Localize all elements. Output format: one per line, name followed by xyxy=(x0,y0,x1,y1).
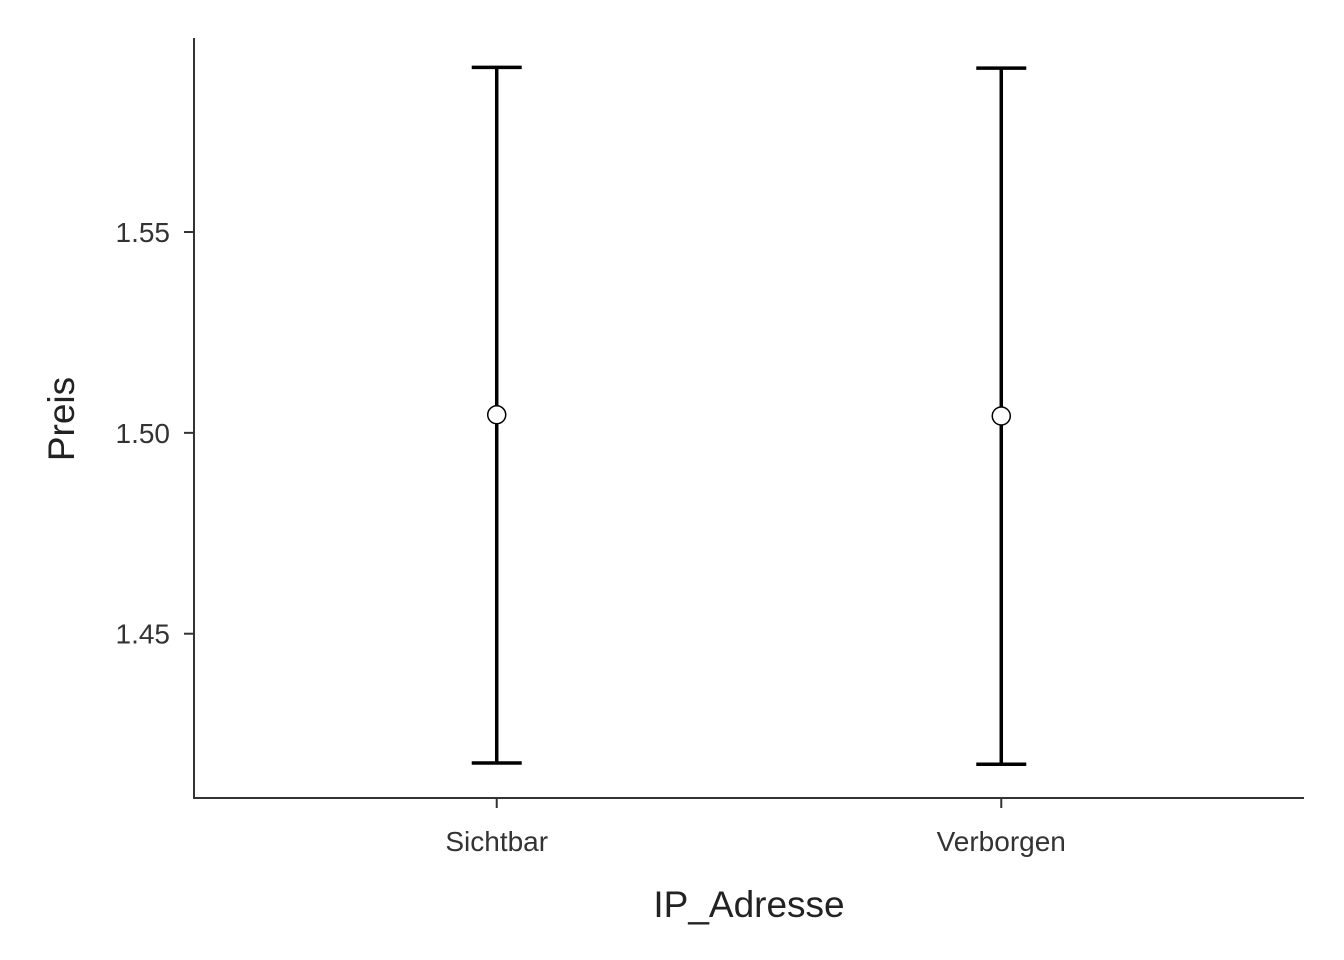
x-tick-label: Verborgen xyxy=(937,826,1066,857)
mean-point xyxy=(991,406,1012,426)
x-tick-label: Sichtbar xyxy=(445,826,548,857)
errorbar-verborgen xyxy=(976,66,1027,767)
y-tick-label: 1.45 xyxy=(116,619,171,650)
ticks-layer: 1.45 1.50 1.55 Sichtbar Verborgen xyxy=(116,217,1066,857)
axes-layer xyxy=(193,38,1304,799)
x-axis-title: IP_Adresse xyxy=(653,884,844,925)
marks-layer xyxy=(471,65,1027,767)
errorbar-sichtbar xyxy=(471,65,522,765)
y-axis-title: Preis xyxy=(41,377,82,461)
mean-point xyxy=(486,405,507,425)
y-tick-label: 1.55 xyxy=(116,217,171,248)
y-tick-label: 1.50 xyxy=(116,418,171,449)
